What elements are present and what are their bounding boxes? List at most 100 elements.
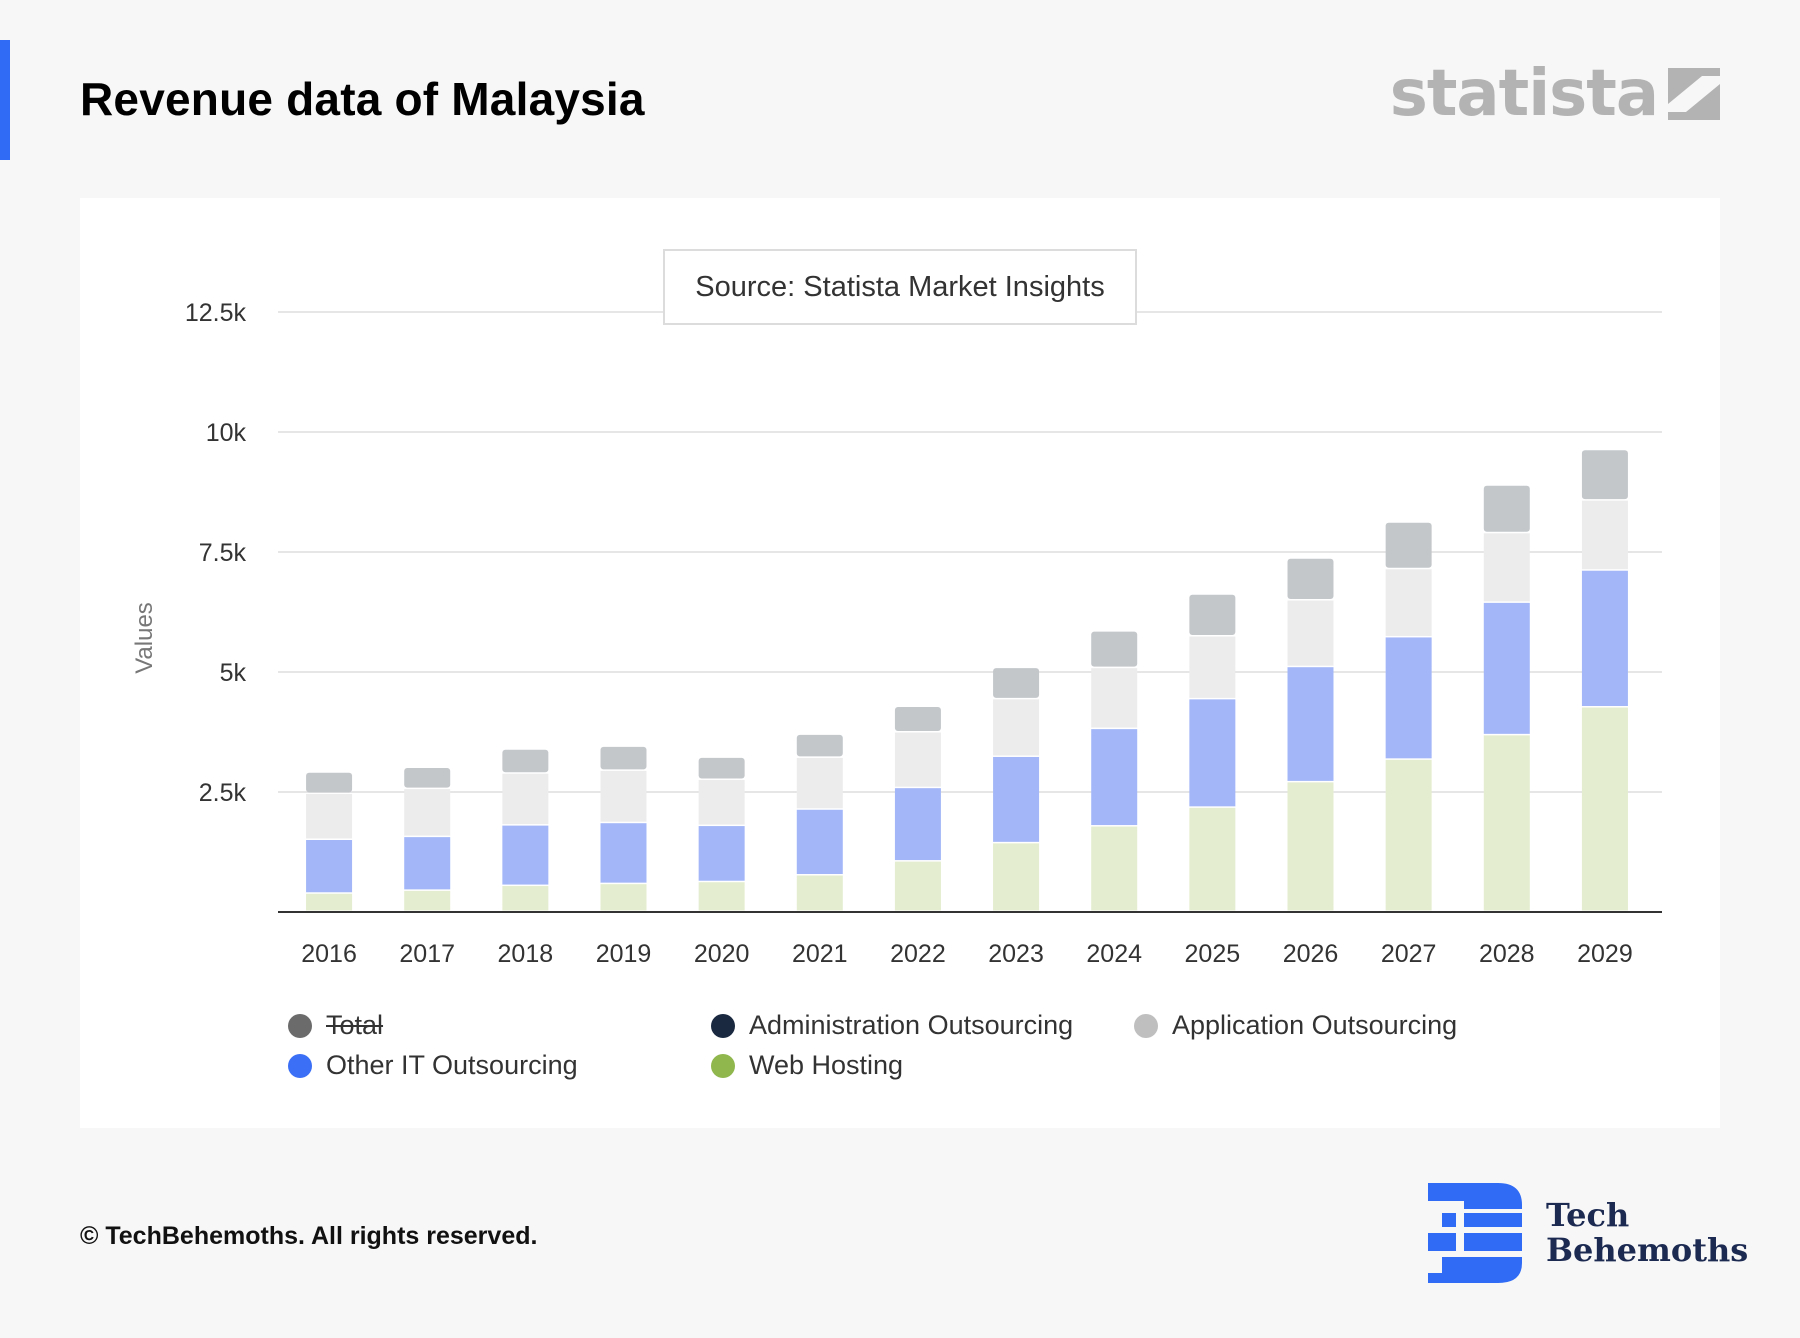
legend-dot-web-hosting — [711, 1053, 735, 1078]
bar-administration-outsourcing-2027 — [1385, 522, 1432, 568]
bar-web-hosting-2025 — [1189, 807, 1236, 911]
bar-administration-outsourcing-2017 — [404, 768, 451, 788]
bar-web-hosting-2023 — [993, 843, 1040, 911]
bar-application-outsourcing-2021 — [796, 757, 843, 809]
bar-administration-outsourcing-2022 — [894, 707, 941, 731]
bar-administration-outsourcing-2021 — [796, 734, 843, 757]
bar-other-it-outsourcing-2028 — [1483, 602, 1530, 734]
bar-web-hosting-2028 — [1483, 735, 1530, 911]
bar-other-it-outsourcing-2022 — [894, 788, 941, 861]
bar-other-it-outsourcing-2020 — [698, 826, 745, 881]
bar-web-hosting-2022 — [894, 861, 941, 911]
techbehemoths-logo: Tech Behemoths — [1428, 1183, 1748, 1283]
techbehemoths-logo-icon — [1428, 1183, 1522, 1283]
y-axis-label: Values — [131, 602, 158, 674]
bar-application-outsourcing-2028 — [1483, 533, 1530, 602]
legend-dot-total — [288, 1013, 312, 1038]
bar-web-hosting-2029 — [1581, 707, 1628, 911]
statista-logo-text: statista — [1389, 57, 1659, 131]
legend-item-total[interactable]: Total — [288, 1010, 383, 1041]
bar-administration-outsourcing-2023 — [993, 668, 1040, 698]
logo-line-tech: Tech — [1546, 1195, 1630, 1234]
bar-application-outsourcing-2023 — [993, 699, 1040, 756]
y-tick-label-2.5k: 2.5k — [199, 779, 247, 807]
statista-logo-icon — [1668, 68, 1720, 120]
x-tick-label-2017: 2017 — [399, 940, 455, 968]
source-box: Source: Statista Market Insights — [663, 249, 1137, 325]
techbehemoths-logo-wordmark: Tech Behemoths — [1546, 1195, 1749, 1269]
bar-other-it-outsourcing-2029 — [1581, 570, 1628, 707]
bar-other-it-outsourcing-2019 — [600, 823, 647, 883]
bar-web-hosting-2019 — [600, 884, 647, 911]
bar-other-it-outsourcing-2026 — [1287, 667, 1334, 781]
legend-label-total: Total — [326, 1010, 384, 1040]
x-tick-label-2024: 2024 — [1086, 940, 1142, 968]
page-title: Revenue data of Malaysia — [80, 73, 645, 125]
x-tick-label-2019: 2019 — [596, 940, 652, 968]
bar-web-hosting-2020 — [698, 882, 745, 911]
bar-web-hosting-2027 — [1385, 759, 1432, 911]
bar-web-hosting-2018 — [502, 886, 549, 911]
x-tick-label-2021: 2021 — [792, 940, 848, 968]
legend-item-administration-outsourcing[interactable]: Administration Outsourcing — [711, 1010, 1073, 1041]
legend-label-application-outsourcing: Application Outsourcing — [1172, 1010, 1458, 1040]
legend-dot-administration-outsourcing — [711, 1013, 735, 1038]
x-tick-label-2020: 2020 — [694, 940, 750, 968]
bar-other-it-outsourcing-2027 — [1385, 637, 1432, 759]
bar-other-it-outsourcing-2017 — [404, 837, 451, 890]
legend-label-administration-outsourcing: Administration Outsourcing — [749, 1010, 1074, 1040]
bar-administration-outsourcing-2028 — [1483, 485, 1530, 532]
bar-application-outsourcing-2018 — [502, 773, 549, 825]
bar-other-it-outsourcing-2023 — [993, 756, 1040, 842]
legend-item-web-hosting[interactable]: Web Hosting — [711, 1050, 903, 1081]
stacked-bar-chart: 2.5k 5k 7.5k 10k 12.5k 2016 2017 2018 2019 2020 20… — [131, 299, 1662, 968]
bar-web-hosting-2016 — [306, 893, 353, 911]
x-tick-label-2028: 2028 — [1479, 940, 1535, 968]
bar-administration-outsourcing-2029 — [1581, 450, 1628, 500]
x-tick-label-2029: 2029 — [1577, 940, 1633, 968]
bar-other-it-outsourcing-2025 — [1189, 699, 1236, 807]
y-tick-label-5k: 5k — [220, 659, 247, 687]
logo-line-behemoths: Behemoths — [1546, 1231, 1749, 1269]
bar-other-it-outsourcing-2021 — [796, 809, 843, 875]
statista-logo: statista — [1390, 62, 1720, 126]
chart-card: 2.5k 5k 7.5k 10k 12.5k 2016 2017 2018 2019 2020 20… — [80, 198, 1720, 1128]
x-tick-label-2022: 2022 — [890, 940, 946, 968]
bar-administration-outsourcing-2020 — [698, 757, 745, 779]
bar-web-hosting-2017 — [404, 890, 451, 911]
legend-label-web-hosting: Web Hosting — [749, 1050, 904, 1080]
accent-bar — [0, 40, 10, 160]
bar-administration-outsourcing-2025 — [1189, 594, 1236, 635]
bar-application-outsourcing-2017 — [404, 789, 451, 836]
bar-application-outsourcing-2029 — [1581, 500, 1628, 570]
legend-item-other-it-outsourcing[interactable]: Other IT Outsourcing — [288, 1050, 578, 1081]
y-tick-label-12.5k: 12.5k — [185, 299, 247, 327]
legend-item-application-outsourcing[interactable]: Application Outsourcing — [1134, 1010, 1457, 1041]
y-tick-label-7.5k: 7.5k — [199, 539, 247, 567]
bar-application-outsourcing-2016 — [306, 793, 353, 839]
bar-web-hosting-2026 — [1287, 782, 1334, 911]
bar-application-outsourcing-2019 — [600, 770, 647, 822]
bar-administration-outsourcing-2026 — [1287, 558, 1334, 599]
bars-layer — [306, 450, 1628, 911]
x-tick-label-2026: 2026 — [1283, 940, 1339, 968]
bar-web-hosting-2021 — [796, 875, 843, 911]
bar-other-it-outsourcing-2018 — [502, 825, 549, 885]
bar-administration-outsourcing-2019 — [600, 746, 647, 770]
x-tick-label-2023: 2023 — [988, 940, 1044, 968]
bar-administration-outsourcing-2016 — [306, 772, 353, 793]
bar-application-outsourcing-2024 — [1091, 668, 1138, 728]
x-tick-label-2025: 2025 — [1185, 940, 1241, 968]
axis-layer: 2.5k 5k 7.5k 10k 12.5k 2016 2017 2018 2019 2020 20… — [185, 299, 1662, 968]
grid-layer — [278, 311, 1662, 793]
bar-application-outsourcing-2027 — [1385, 569, 1432, 636]
legend-dot-other-it-outsourcing — [288, 1053, 312, 1078]
legend-label-other-it-outsourcing: Other IT Outsourcing — [326, 1050, 578, 1080]
x-tick-label-2018: 2018 — [498, 940, 554, 968]
bar-web-hosting-2024 — [1091, 826, 1138, 911]
bar-application-outsourcing-2022 — [894, 732, 941, 787]
bar-administration-outsourcing-2018 — [502, 749, 549, 773]
bar-administration-outsourcing-2024 — [1091, 631, 1138, 667]
bar-other-it-outsourcing-2016 — [306, 840, 353, 893]
bar-application-outsourcing-2026 — [1287, 600, 1334, 666]
